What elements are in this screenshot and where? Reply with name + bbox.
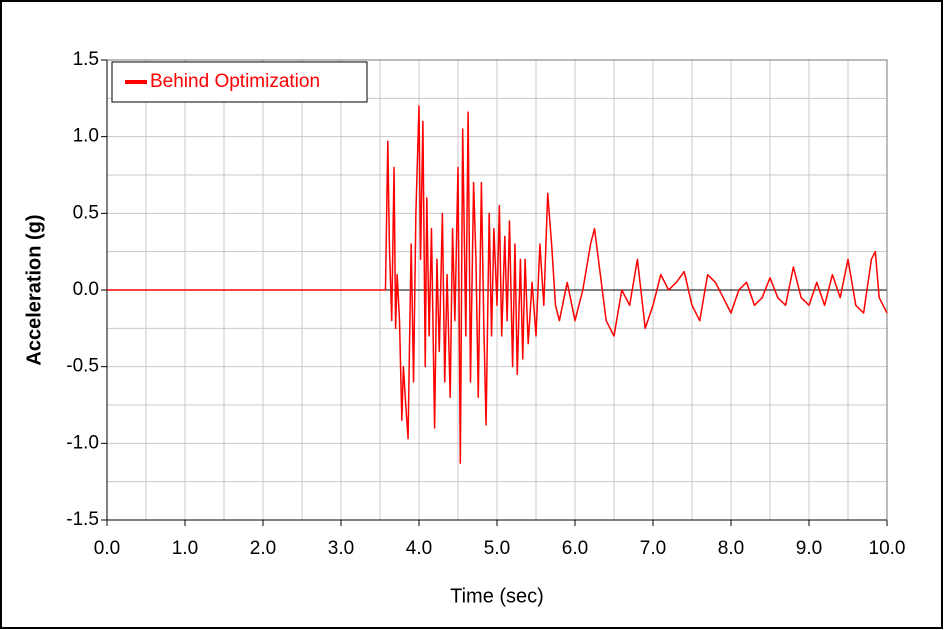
x-tick-label: 3.0: [328, 538, 354, 559]
x-tick-label: 6.0: [562, 538, 588, 559]
x-tick-label: 8.0: [718, 538, 744, 559]
data-line: [107, 105, 888, 465]
x-tick-label: 0.0: [94, 538, 120, 559]
y-tick-label: -0.5: [66, 356, 99, 377]
legend-label: Behind Optimization: [150, 71, 320, 92]
y-tick-label: 0.0: [73, 279, 99, 300]
y-axis-label: Acceleration (g): [23, 214, 45, 365]
x-tick-label: 9.0: [796, 538, 822, 559]
x-tick-label: 10.0: [869, 538, 906, 559]
y-tick-label: 1.0: [73, 126, 99, 147]
y-tick-label: 1.5: [73, 49, 99, 70]
x-tick-label: 7.0: [640, 538, 666, 559]
y-tick-label: -1.5: [66, 509, 99, 530]
y-tick-label: -1.0: [66, 432, 99, 453]
x-tick-label: 4.0: [406, 538, 432, 559]
y-tick-label: 0.5: [73, 202, 99, 223]
x-tick-label: 1.0: [172, 538, 198, 559]
x-tick-label: 2.0: [250, 538, 276, 559]
x-axis-label: Time (sec): [450, 585, 544, 607]
legend-box: [111, 61, 368, 103]
x-tick-label: 5.0: [484, 538, 510, 559]
